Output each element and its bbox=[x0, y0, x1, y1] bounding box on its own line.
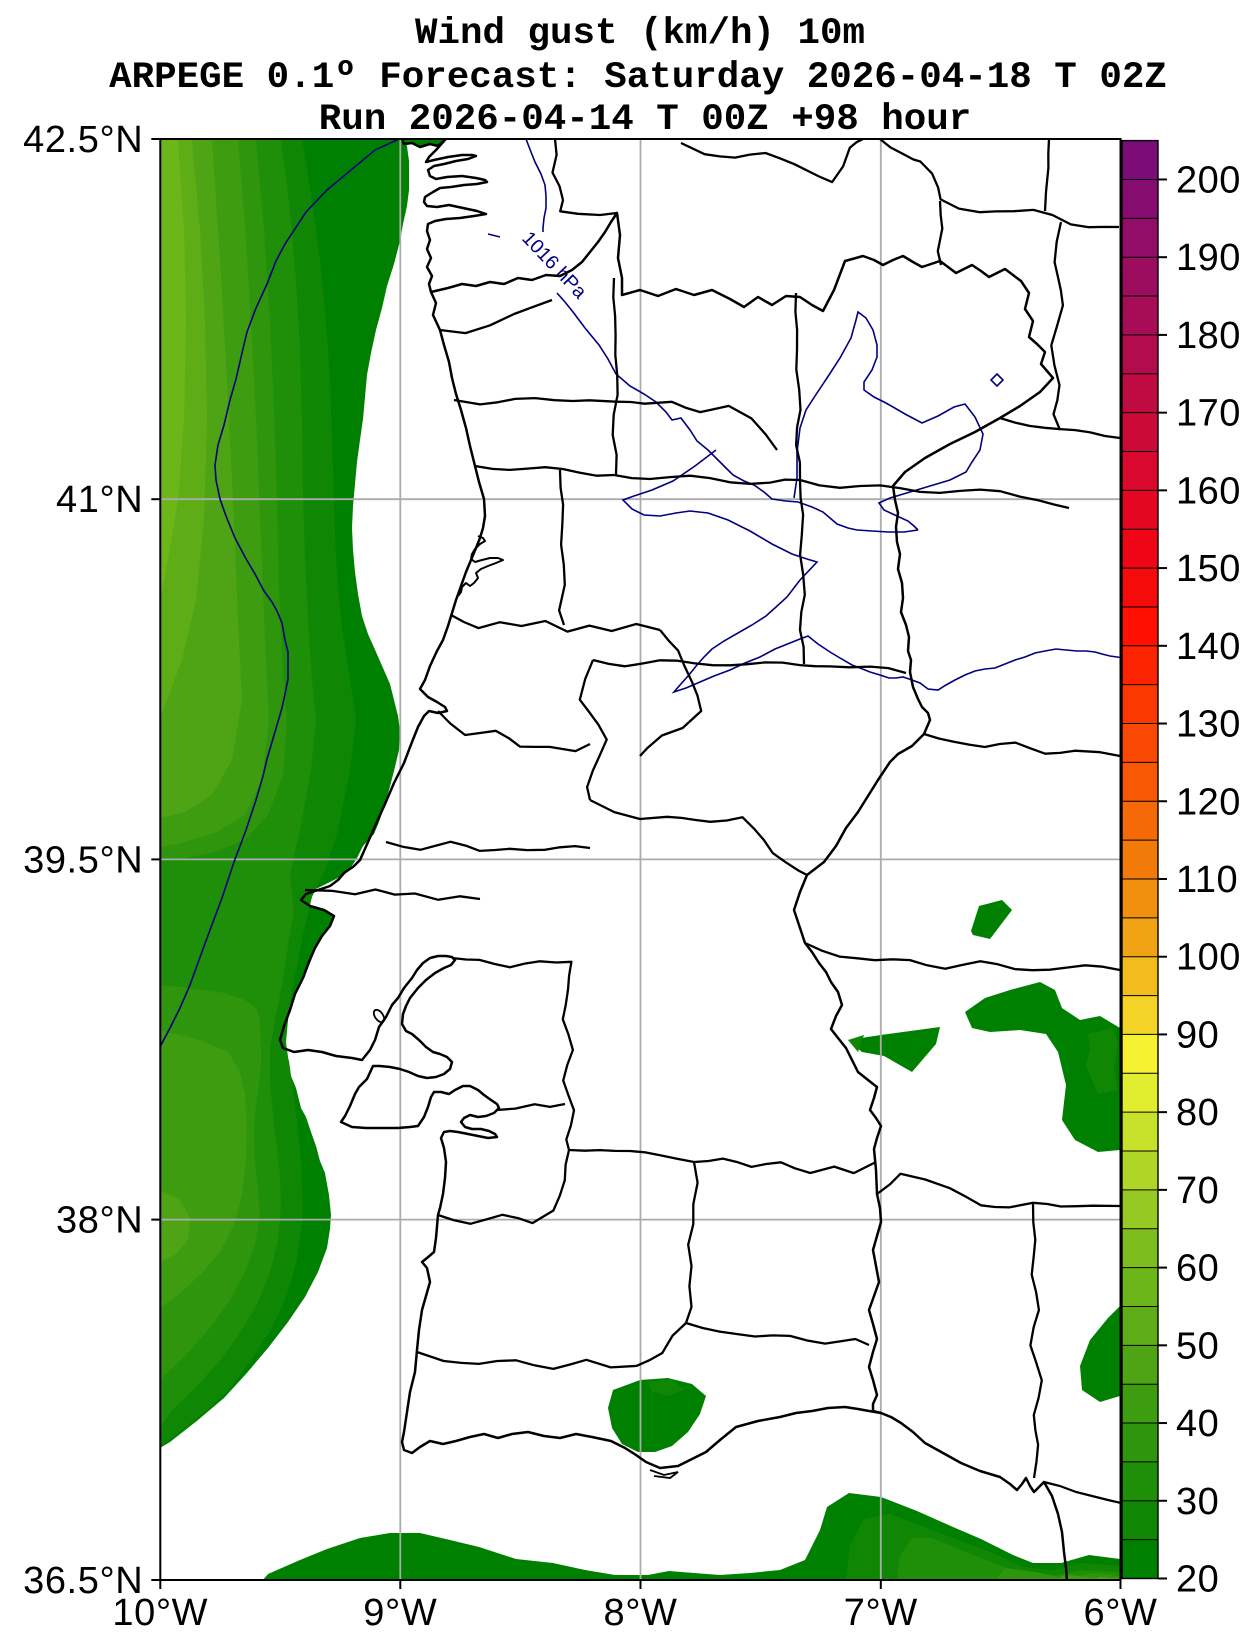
svg-text:10°W: 10°W bbox=[112, 1592, 208, 1634]
svg-text:6°W: 6°W bbox=[1084, 1592, 1158, 1634]
svg-text:170: 170 bbox=[1176, 393, 1241, 435]
svg-text:Wind gust (km/h) 10m: Wind gust (km/h) 10m bbox=[415, 13, 865, 55]
svg-text:150: 150 bbox=[1176, 548, 1241, 590]
svg-text:130: 130 bbox=[1176, 704, 1241, 746]
svg-text:40: 40 bbox=[1176, 1403, 1219, 1445]
svg-text:200: 200 bbox=[1176, 159, 1241, 201]
svg-text:190: 190 bbox=[1176, 237, 1241, 279]
svg-text:50: 50 bbox=[1176, 1325, 1219, 1367]
svg-text:60: 60 bbox=[1176, 1248, 1219, 1290]
svg-text:38°N: 38°N bbox=[56, 1200, 143, 1242]
svg-text:42.5°N: 42.5°N bbox=[23, 119, 143, 161]
svg-text:Run 2026-04-14 T 00Z +98 hour: Run 2026-04-14 T 00Z +98 hour bbox=[319, 99, 972, 141]
svg-text:160: 160 bbox=[1176, 470, 1241, 512]
svg-text:7°W: 7°W bbox=[844, 1592, 918, 1634]
svg-text:180: 180 bbox=[1176, 315, 1241, 357]
svg-text:80: 80 bbox=[1176, 1092, 1219, 1134]
svg-text:100: 100 bbox=[1176, 937, 1241, 979]
svg-text:8°W: 8°W bbox=[604, 1592, 678, 1634]
svg-text:ARPEGE 0.1º Forecast: Saturday: ARPEGE 0.1º Forecast: Saturday 2026-04-1… bbox=[109, 57, 1167, 99]
svg-text:36.5°N: 36.5°N bbox=[23, 1560, 143, 1602]
svg-text:20: 20 bbox=[1176, 1559, 1219, 1601]
svg-text:41°N: 41°N bbox=[56, 479, 143, 521]
svg-text:90: 90 bbox=[1176, 1014, 1219, 1056]
svg-text:140: 140 bbox=[1176, 626, 1241, 668]
svg-text:9°W: 9°W bbox=[363, 1592, 437, 1634]
svg-text:39.5°N: 39.5°N bbox=[23, 839, 143, 881]
svg-text:30: 30 bbox=[1176, 1481, 1219, 1523]
svg-text:120: 120 bbox=[1176, 781, 1241, 823]
svg-text:110: 110 bbox=[1176, 859, 1238, 901]
svg-text:70: 70 bbox=[1176, 1170, 1219, 1212]
